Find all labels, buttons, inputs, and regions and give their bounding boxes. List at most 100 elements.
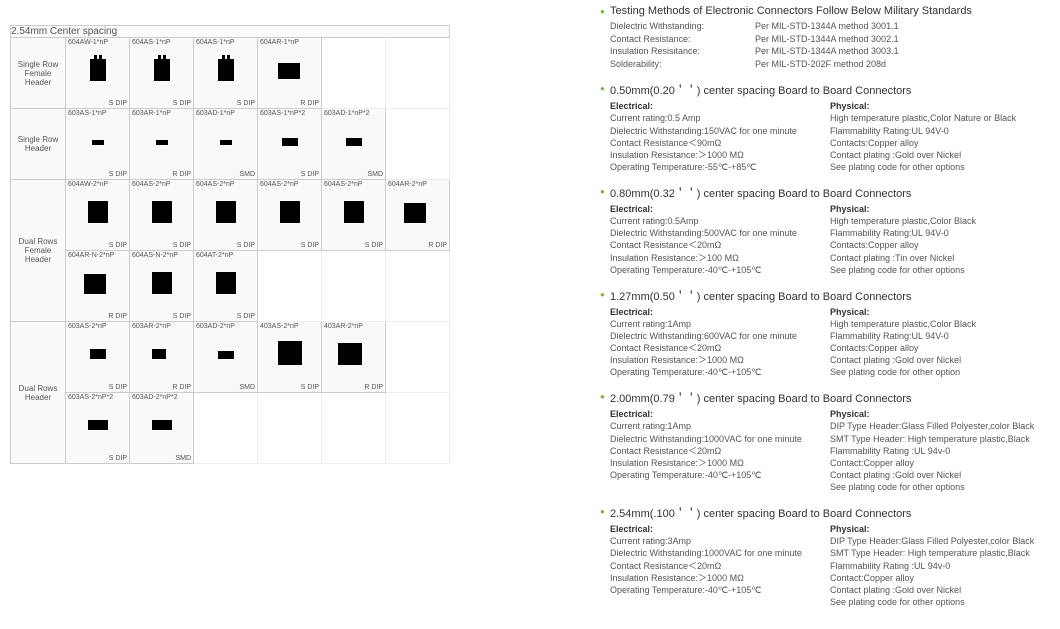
part-number: 603AD-2*nP — [194, 322, 257, 331]
mount-type: S DIP — [365, 242, 383, 249]
spec-line: Contact Resistance＜20mΩ — [610, 342, 830, 354]
part-number: 604AT-2*nP — [194, 251, 257, 260]
part-cell: 604AS-N-2*nP S DIP — [130, 251, 194, 322]
col-title: Electrical: — [610, 204, 830, 214]
spec-line: Current rating:0.5Amp — [610, 215, 830, 227]
spec-line: Operating Temperature:-40℃-+105℃ — [610, 366, 830, 378]
part-number: 604AW-1*nP — [66, 38, 129, 47]
part-cell: 403AS-2*nP S DIP — [258, 322, 322, 393]
mount-type: R DIP — [172, 171, 191, 178]
part-number: 403AS-2*nP — [258, 322, 321, 331]
spec-line: Contacts:Copper alloy — [830, 239, 1050, 251]
electrical-col: Electrical:Current rating:0.5 AmpDielect… — [610, 101, 830, 173]
spec-line: Operating Temperature:-40℃-+105℃ — [610, 264, 830, 276]
physical-col: Physical:High temperature plastic,Color … — [830, 204, 1050, 276]
empty-cell — [386, 251, 450, 322]
spec-section: 2.00mm(0.79＇＇) center spacing Board to B… — [600, 390, 1050, 493]
part-number: 603AS-1*nP*2 — [258, 109, 321, 118]
test-line: Insulation Resisitance:Per MIL-STD-1344A… — [600, 45, 1050, 58]
part-diagram — [258, 189, 321, 237]
part-diagram — [130, 118, 193, 166]
spec-line: Insulation Resistance:＞1000 MΩ — [610, 149, 830, 161]
part-diagram — [258, 118, 321, 166]
mount-type: S DIP — [237, 100, 255, 107]
spec-line: Contact:Copper alloy — [830, 572, 1050, 584]
part-diagram — [386, 189, 449, 237]
spec-line: Contact:Copper alloy — [830, 457, 1050, 469]
spec-line: Dielectric Withstanding:1000VAC for one … — [610, 433, 830, 445]
empty-cell — [386, 109, 450, 180]
part-cell: 604AS-2*nP S DIP — [194, 180, 258, 251]
spec-line: Contact plating :Tin over Nickel — [830, 252, 1050, 264]
part-diagram — [130, 47, 193, 95]
mount-type: R DIP — [172, 384, 191, 391]
spec-line: Current rating:1Amp — [610, 420, 830, 432]
part-number: 604AS-2*nP — [194, 180, 257, 189]
connector-grid-panel: 2.54mm Center spacing Single RowFemale H… — [10, 25, 450, 464]
spec-line: Operating Temperature:-40℃-+105℃ — [610, 469, 830, 481]
test-line: Solderability:Per MIL-STD-202F method 20… — [600, 58, 1050, 71]
spec-line: Contact plating :Gold over Nickel — [830, 584, 1050, 596]
spec-section: 1.27mm(0.50＇＇) center spacing Board to B… — [600, 288, 1050, 379]
spec-line: See plating code for other options — [830, 596, 1050, 608]
spec-line: Dielectric Withstanding:600VAC for one m… — [610, 330, 830, 342]
part-cell: 403AR-2*nP R DIP — [322, 322, 386, 393]
part-cell: 603AD-2*nP SMD — [194, 322, 258, 393]
empty-cell — [258, 393, 322, 464]
part-cell: 603AS-1*nP*2 S DIP — [258, 109, 322, 180]
part-cell: 603AR-2*nP R DIP — [130, 322, 194, 393]
row-label: Dual RowsFemale Header — [11, 180, 66, 322]
spec-line: Contacts:Copper alloy — [830, 342, 1050, 354]
spec-line: Dielectric Withstanding:500VAC for one m… — [610, 227, 830, 239]
electrical-col: Electrical:Current rating:1AmpDielectric… — [610, 409, 830, 493]
mount-type: S DIP — [301, 384, 319, 391]
physical-col: Physical:High temperature plastic,Color … — [830, 307, 1050, 379]
electrical-col: Electrical:Current rating:0.5AmpDielectr… — [610, 204, 830, 276]
test-line: Dielectric Withstanding:Per MIL-STD-1344… — [600, 20, 1050, 33]
part-diagram — [194, 331, 257, 379]
part-number: 604AS-2*nP — [258, 180, 321, 189]
part-diagram — [194, 260, 257, 308]
spec-line: Dielectric Withstanding:1000VAC for one … — [610, 547, 830, 559]
part-diagram — [194, 189, 257, 237]
part-diagram — [194, 118, 257, 166]
empty-cell — [258, 251, 322, 322]
mount-type: S DIP — [109, 455, 127, 462]
physical-col: Physical:High temperature plastic,Color … — [830, 101, 1050, 173]
spec-line: Contact plating :Gold over Nickel — [830, 354, 1050, 366]
col-title: Electrical: — [610, 101, 830, 111]
part-diagram — [66, 189, 129, 237]
mount-type: S DIP — [301, 171, 319, 178]
empty-cell — [322, 38, 386, 109]
part-diagram — [130, 189, 193, 237]
part-number: 603AR-1*nP — [130, 109, 193, 118]
spec-title: 2.00mm(0.79＇＇) center spacing Board to B… — [600, 390, 1050, 406]
spec-line: Operating Temperature:-55℃-+85℃ — [610, 161, 830, 173]
spec-section: 0.80mm(0.32＇＇) center spacing Board to B… — [600, 185, 1050, 276]
part-number: 604AS-2*nP — [322, 180, 385, 189]
part-number: 604AS-1*nP — [194, 38, 257, 47]
empty-cell — [386, 322, 450, 393]
spec-line: Flammability Rating:UL 94V-0 — [830, 227, 1050, 239]
spec-line: DIP Type Header:Glass Filled Polyester,c… — [830, 535, 1050, 547]
part-diagram — [130, 260, 193, 308]
part-cell: 604AS-2*nP S DIP — [322, 180, 386, 251]
mount-type: R DIP — [108, 313, 127, 320]
spec-line: Current rating:1Amp — [610, 318, 830, 330]
mount-type: S DIP — [173, 313, 191, 320]
mount-type: SMD — [175, 455, 191, 462]
part-cell: 603AD-2*nP*2 SMD — [130, 393, 194, 464]
part-cell: 604AS-1*nP S DIP — [130, 38, 194, 109]
part-diagram — [66, 260, 129, 308]
spec-panel: Testing Methods of Electronic Connectors… — [600, 5, 1050, 620]
mount-type: S DIP — [109, 242, 127, 249]
spec-line: Insulation Resistance:＞1000 MΩ — [610, 354, 830, 366]
part-diagram — [322, 118, 385, 166]
part-number: 604AW-2*nP — [66, 180, 129, 189]
spec-line: Flammability Rating:UL 94V-0 — [830, 330, 1050, 342]
part-diagram — [130, 402, 193, 450]
part-cell: 604AW-1*nP S DIP — [66, 38, 130, 109]
part-number: 604AR-N-2*nP — [66, 251, 129, 260]
electrical-col: Electrical:Current rating:1AmpDielectric… — [610, 307, 830, 379]
part-number: 603AD-1*nP — [194, 109, 257, 118]
